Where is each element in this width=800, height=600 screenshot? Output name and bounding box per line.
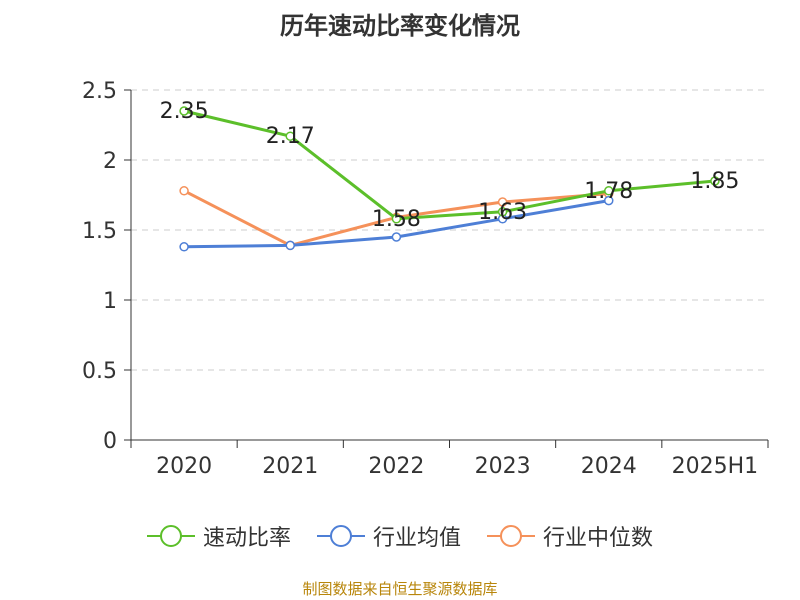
legend: 速动比率 行业均值 行业中位数 [0, 520, 800, 552]
x-tick-label: 2025H1 [672, 454, 759, 479]
y-tick-label: 1.5 [82, 219, 117, 244]
y-tick-label: 0 [103, 429, 117, 454]
source-note: 制图数据来自恒生聚源数据库 [302, 580, 498, 598]
data-point-0[interactable] [391, 214, 402, 224]
x-tick-label: 2024 [581, 454, 637, 479]
data-point-1[interactable] [391, 232, 402, 242]
data-labels: 2.35 2.17 1.58 1.63 1.78 1.85 [160, 99, 740, 232]
chart-title: 历年速动比率变化情况 [280, 12, 520, 40]
series-line-0 [183, 109, 716, 221]
legend-swatch-industry-mean [316, 525, 365, 547]
x-tick-label: 2020 [156, 454, 212, 479]
data-point-0[interactable] [604, 186, 614, 196]
data-label: 1.63 [478, 200, 527, 225]
y-tick-label: 1 [103, 289, 117, 314]
series-lines [179, 106, 720, 252]
x-tick-label: 2023 [475, 454, 531, 479]
data-point-0[interactable] [497, 207, 508, 217]
data-point-2[interactable] [179, 186, 189, 196]
data-label: 1.58 [372, 207, 421, 232]
legend-label-quick-ratio: 速动比率 [202, 526, 291, 551]
data-point-2[interactable] [497, 197, 508, 207]
data-point-0[interactable] [285, 131, 295, 141]
data-label: 2.17 [266, 124, 315, 149]
legend-item-industry-mean[interactable]: 行业均值 [316, 520, 461, 552]
x-tick-label: 2021 [262, 454, 318, 479]
y-tick-label: 0.5 [82, 359, 117, 384]
legend-swatch-industry-median [487, 525, 535, 547]
data-label: 1.78 [584, 179, 633, 204]
data-point-0[interactable] [710, 176, 720, 186]
legend-item-quick-ratio[interactable]: 速动比率 [146, 520, 291, 552]
legend-swatch-quick-ratio [146, 525, 195, 547]
data-point-0[interactable] [179, 106, 189, 116]
data-point-1[interactable] [285, 240, 295, 251]
y-tick-label: 2.5 [82, 79, 117, 104]
y-tick-label: 2 [103, 149, 117, 174]
axes: 0 0.5 1 1.5 2 2.5 2020 2021 2022 2023 2024 2025H1 [82, 79, 769, 479]
data-point-1[interactable] [604, 195, 614, 206]
data-label: 2.35 [160, 99, 209, 124]
legend-label-industry-mean: 行业均值 [372, 526, 461, 551]
grid-lines [131, 89, 768, 371]
x-tick-label: 2022 [368, 454, 424, 479]
data-label: 1.85 [690, 169, 739, 194]
legend-label-industry-median: 行业中位数 [543, 526, 654, 551]
data-point-1[interactable] [179, 242, 189, 252]
legend-item-industry-median[interactable]: 行业中位数 [487, 520, 653, 552]
